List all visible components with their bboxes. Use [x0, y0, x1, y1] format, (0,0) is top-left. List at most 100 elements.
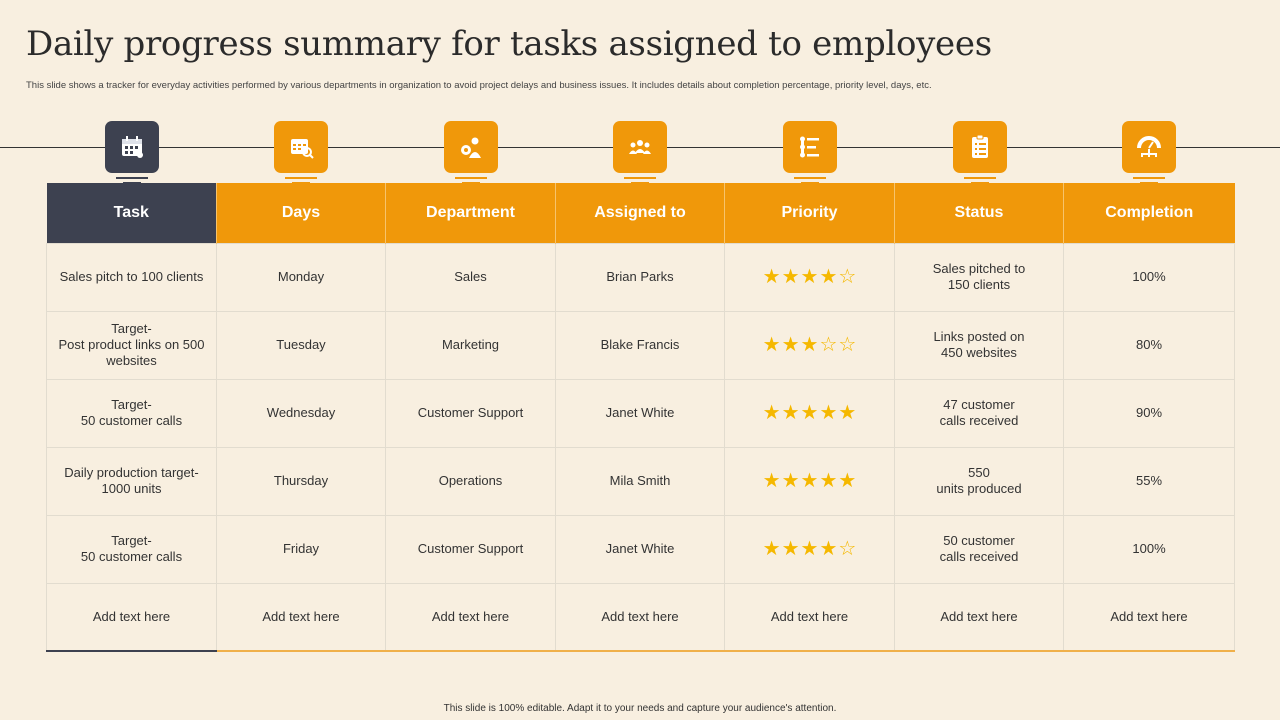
priority-stars: ★ ★ ★ ☆ ☆	[763, 335, 857, 355]
cell-department: Marketing	[385, 310, 556, 380]
cell-priority: ★ ★ ★ ★ ★	[724, 378, 895, 448]
cell-department: Operations	[385, 446, 556, 516]
cell-assigned: Blake Francis	[555, 310, 725, 380]
cell-day: Monday	[216, 242, 386, 312]
status-icon-wrap	[953, 121, 1007, 187]
priority-stars: ★ ★ ★ ★ ★	[763, 471, 857, 491]
cell-status: Links posted on 450 websites	[894, 310, 1064, 380]
task-icon-wrap	[105, 121, 159, 187]
cell-task: Target- 50 customer calls	[46, 378, 217, 448]
cell-completion: Add text here	[1063, 582, 1235, 652]
cell-status: Add text here	[894, 582, 1064, 652]
table-row: Target- 50 customer calls Wednesday Custom…	[46, 378, 1235, 448]
cell-task: Daily production target- 1000 units	[46, 446, 217, 516]
table-row: Target- 50 customer calls Friday Customer …	[46, 514, 1235, 584]
cell-status: 550 units produced	[894, 446, 1064, 516]
calendar-icon	[105, 121, 159, 173]
star-filled-icon: ★	[838, 402, 857, 424]
cell-department: Customer Support	[385, 514, 556, 584]
priority-list-icon	[783, 121, 837, 173]
page-title: Daily progress summary for tasks assigne…	[26, 24, 992, 64]
table-header-row: Task Days Department Assigned to Priorit…	[46, 183, 1235, 243]
cell-assigned: Janet White	[555, 514, 725, 584]
page-subtitle: This slide shows a tracker for everyday …	[26, 80, 932, 91]
column-header-assigned: Assigned to	[555, 183, 725, 243]
table-body: Sales pitch to 100 clients Monday Sales Bri…	[46, 242, 1235, 652]
cell-day: Thursday	[216, 446, 386, 516]
priority-stars: ★ ★ ★ ★ ☆	[763, 267, 857, 287]
star-filled-icon: ★	[819, 538, 838, 560]
star-filled-icon: ★	[762, 266, 781, 288]
star-filled-icon: ★	[800, 266, 819, 288]
cell-priority: ★ ★ ★ ☆ ☆	[724, 310, 895, 380]
checklist-icon	[953, 121, 1007, 173]
star-empty-icon: ☆	[819, 334, 838, 356]
footer-note: This slide is 100% editable. Adapt it to…	[443, 703, 837, 714]
cell-completion: 55%	[1063, 446, 1235, 516]
table-row: Add text here Add text here Add text here A…	[46, 582, 1235, 652]
star-filled-icon: ★	[838, 470, 857, 492]
assigned-icon-wrap	[613, 121, 667, 187]
cell-task: Target- Post product links on 500 websit…	[46, 310, 217, 380]
cell-priority: Add text here	[724, 582, 895, 652]
cell-department: Customer Support	[385, 378, 556, 448]
star-filled-icon: ★	[781, 470, 800, 492]
cell-assigned: Janet White	[555, 378, 725, 448]
cell-priority: ★ ★ ★ ★ ☆	[724, 514, 895, 584]
column-header-days: Days	[216, 183, 386, 243]
cell-assigned: Add text here	[555, 582, 725, 652]
star-filled-icon: ★	[819, 266, 838, 288]
priority-icon-wrap	[783, 121, 837, 187]
table-row: Sales pitch to 100 clients Monday Sales Bri…	[46, 242, 1235, 312]
column-header-status: Status	[894, 183, 1064, 243]
cell-department: Add text here	[385, 582, 556, 652]
star-filled-icon: ★	[762, 402, 781, 424]
cell-day: Friday	[216, 514, 386, 584]
star-empty-icon: ☆	[838, 334, 857, 356]
star-filled-icon: ★	[781, 334, 800, 356]
column-header-completion: Completion	[1063, 183, 1235, 243]
cell-department: Sales	[385, 242, 556, 312]
star-filled-icon: ★	[781, 402, 800, 424]
star-filled-icon: ★	[800, 402, 819, 424]
cell-status: 47 customer calls received	[894, 378, 1064, 448]
cell-task: Add text here	[46, 582, 217, 652]
cell-completion: 90%	[1063, 378, 1235, 448]
star-filled-icon: ★	[762, 470, 781, 492]
star-filled-icon: ★	[762, 538, 781, 560]
column-header-task: Task	[46, 183, 217, 243]
cell-status: 50 customer calls received	[894, 514, 1064, 584]
cell-assigned: Brian Parks	[555, 242, 725, 312]
priority-stars: ★ ★ ★ ★ ★	[763, 403, 857, 423]
table-row: Target- Post product links on 500 websit…	[46, 310, 1235, 380]
department-gears-icon	[444, 121, 498, 173]
calendar-search-icon	[274, 121, 328, 173]
completion-icon-wrap	[1122, 121, 1176, 187]
cell-status: Sales pitched to 150 clients	[894, 242, 1064, 312]
gauge-icon	[1122, 121, 1176, 173]
star-filled-icon: ★	[800, 470, 819, 492]
team-icon	[613, 121, 667, 173]
cell-completion: 100%	[1063, 514, 1235, 584]
table-row: Daily production target- 1000 units Thurs…	[46, 446, 1235, 516]
cell-completion: 100%	[1063, 242, 1235, 312]
star-filled-icon: ★	[819, 470, 838, 492]
department-icon-wrap	[444, 121, 498, 187]
star-filled-icon: ★	[819, 402, 838, 424]
cell-task: Sales pitch to 100 clients	[46, 242, 217, 312]
cell-priority: ★ ★ ★ ★ ★	[724, 446, 895, 516]
cell-priority: ★ ★ ★ ★ ☆	[724, 242, 895, 312]
task-tracker-table: Task Days Department Assigned to Priorit…	[46, 183, 1235, 652]
star-filled-icon: ★	[781, 266, 800, 288]
cell-day: Add text here	[216, 582, 386, 652]
star-filled-icon: ★	[762, 334, 781, 356]
column-header-priority: Priority	[724, 183, 895, 243]
cell-completion: 80%	[1063, 310, 1235, 380]
cell-task: Target- 50 customer calls	[46, 514, 217, 584]
days-icon-wrap	[274, 121, 328, 187]
column-header-department: Department	[385, 183, 556, 243]
priority-stars: ★ ★ ★ ★ ☆	[763, 539, 857, 559]
star-filled-icon: ★	[781, 538, 800, 560]
cell-assigned: Mila Smith	[555, 446, 725, 516]
star-empty-icon: ☆	[838, 538, 857, 560]
